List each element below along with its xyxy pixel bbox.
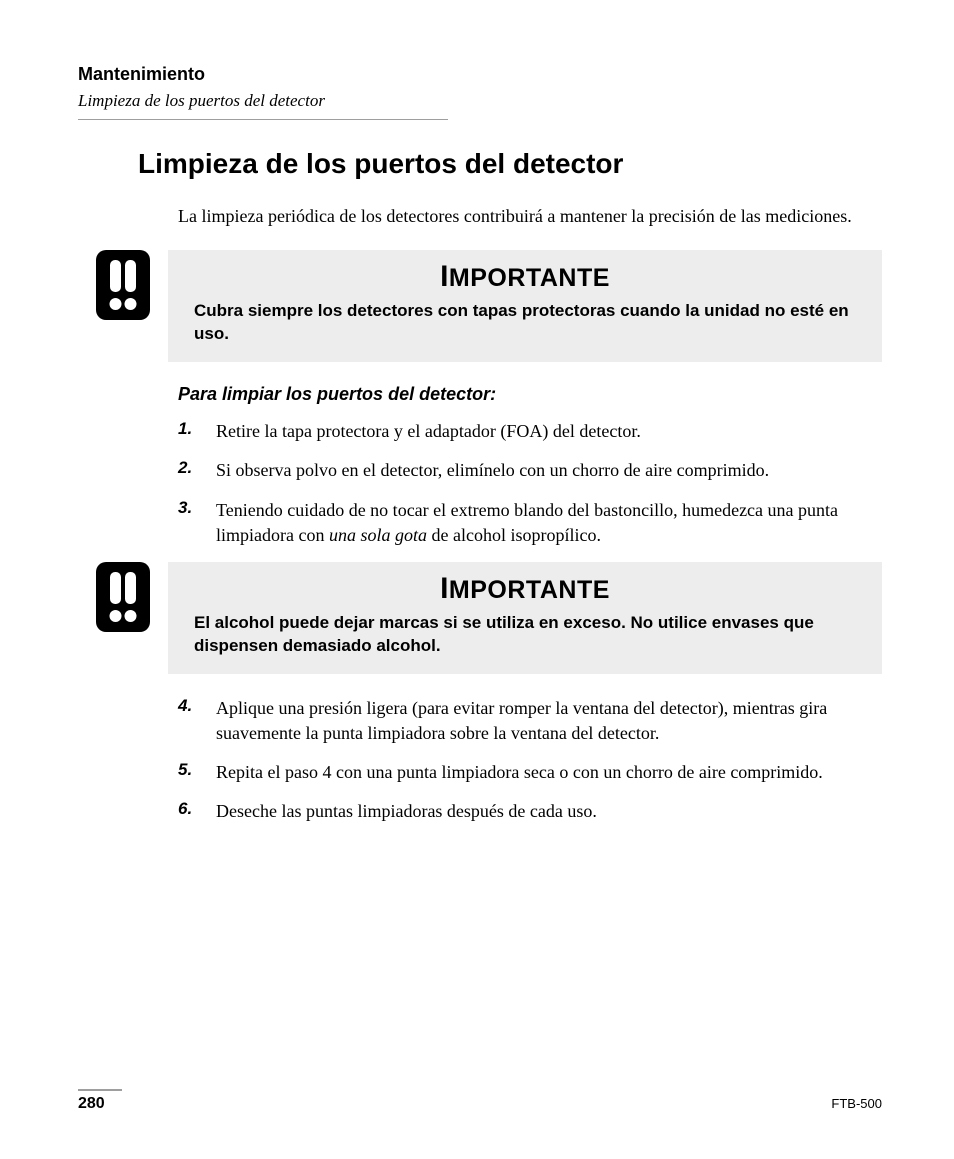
step-item: 1. Retire la tapa protectora y el adapta… — [178, 419, 872, 444]
steps-group-a: 1. Retire la tapa protectora y el adapta… — [178, 419, 872, 548]
step-item: 4. Aplique una presión ligera (para evit… — [178, 696, 872, 746]
step-item: 5. Repita el paso 4 con una punta limpia… — [178, 760, 872, 785]
step-text: Retire la tapa protectora y el adaptador… — [216, 419, 872, 444]
step-item: 3. Teniendo cuidado de no tocar el extre… — [178, 498, 872, 548]
step-text: Deseche las puntas limpiadoras después d… — [216, 799, 872, 824]
chapter-title: Mantenimiento — [78, 64, 882, 85]
important-body-1: Cubra siempre los detectores con tapas p… — [194, 300, 856, 346]
step-number: 2. — [178, 458, 216, 478]
step-number: 5. — [178, 760, 216, 780]
important-callout-2: IMPORTANTE El alcohol puede dejar marcas… — [78, 562, 882, 674]
step-item: 2. Si observa polvo en el detector, elim… — [178, 458, 872, 483]
step-text: Aplique una presión ligera (para evitar … — [216, 696, 872, 746]
step-number: 6. — [178, 799, 216, 819]
chapter-subtitle: Limpieza de los puertos del detector — [78, 91, 882, 119]
important-icon — [96, 562, 150, 632]
important-callout-1: IMPORTANTE Cubra siempre los detectores … — [78, 250, 882, 362]
step-number: 4. — [178, 696, 216, 716]
footer-rule — [78, 1089, 122, 1091]
step-item: 6. Deseche las puntas limpiadoras despué… — [178, 799, 872, 824]
document-id: FTB-500 — [831, 1096, 882, 1111]
step-text: Teniendo cuidado de no tocar el extremo … — [216, 498, 872, 548]
step-number: 3. — [178, 498, 216, 518]
instructions-heading: Para limpiar los puertos del detector: — [178, 384, 882, 405]
important-box-2: IMPORTANTE El alcohol puede dejar marcas… — [168, 562, 882, 674]
important-title-2: IMPORTANTE — [188, 572, 862, 606]
important-body-2: El alcohol puede dejar marcas si se util… — [194, 612, 856, 658]
step-number: 1. — [178, 419, 216, 439]
important-box-1: IMPORTANTE Cubra siempre los detectores … — [168, 250, 882, 362]
step-text: Si observa polvo en el detector, elimíne… — [216, 458, 872, 483]
important-title-1: IMPORTANTE — [188, 260, 862, 294]
intro-paragraph: La limpieza periódica de los detectores … — [178, 204, 872, 228]
section-heading: Limpieza de los puertos del detector — [138, 148, 882, 180]
page-footer: 280 FTB-500 — [78, 1089, 882, 1113]
page-header: Mantenimiento Limpieza de los puertos de… — [78, 64, 882, 120]
page-number: 280 — [78, 1095, 105, 1113]
footer-row: 280 FTB-500 — [78, 1095, 882, 1113]
important-icon — [96, 250, 150, 320]
header-rule — [78, 119, 448, 120]
step-text: Repita el paso 4 con una punta limpiador… — [216, 760, 872, 785]
steps-group-b: 4. Aplique una presión ligera (para evit… — [178, 696, 872, 825]
